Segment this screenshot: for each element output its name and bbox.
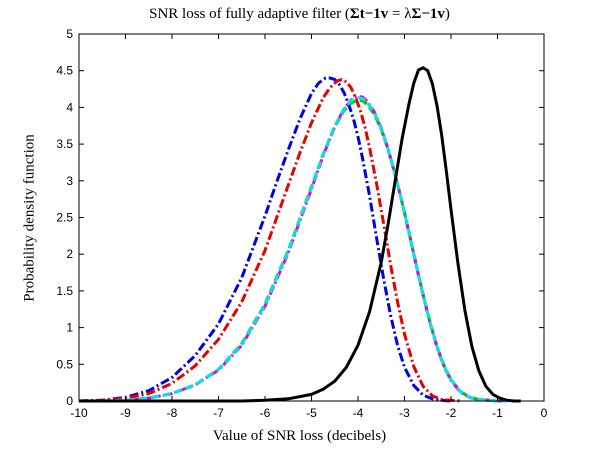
y-tick-label: 2.5 (56, 211, 73, 225)
x-tick-label: -10 (70, 406, 88, 420)
x-tick-label: -6 (260, 406, 271, 420)
series-line-7 (79, 66, 521, 403)
y-tick-label: 4 (66, 100, 73, 114)
chart-title: SNR loss of fully adaptive filter (Σt−1v… (0, 6, 599, 23)
x-tick-label: -1 (492, 406, 503, 420)
x-tick-label: -2 (446, 406, 457, 420)
y-tick-label: 0 (66, 394, 73, 408)
y-tick-label: 2 (66, 247, 73, 261)
y-tick-label: 3.5 (56, 137, 73, 151)
series-line-6 (79, 96, 507, 403)
x-tick-label: -3 (399, 406, 410, 420)
tick-layer: -10 -9 -8 -7 -6 -5 -4 -3 -2 -1 000.511.522.533.544… (56, 27, 547, 420)
series-line-2 (78, 78, 461, 403)
series-layer (78, 66, 521, 403)
title-math-sigma-t-inv-v: Σt−1v (349, 6, 389, 22)
x-axis-label: Value of SNR loss (decibels) (212, 428, 387, 444)
y-tick-label: 1 (66, 321, 73, 335)
y-tick-label: 4.5 (56, 64, 73, 78)
title-math-open: ( (344, 6, 350, 22)
x-tick-label: -7 (213, 406, 224, 420)
x-tick-label: -5 (306, 406, 317, 420)
chart-title-text: SNR loss of fully adaptive filter (149, 6, 345, 22)
x-tick-label: -9 (120, 406, 131, 420)
title-math-sigma-inv-v: Σ−1v (411, 6, 445, 22)
y-tick-label: 5 (66, 27, 73, 41)
series-line-5 (79, 94, 507, 403)
title-math-close: ) (444, 6, 450, 22)
x-tick-label: 0 (541, 406, 548, 420)
axes-box (78, 33, 545, 402)
x-tick-label: -4 (353, 406, 364, 420)
y-tick-label: 1.5 (56, 284, 73, 298)
y-tick-label: 0.5 (56, 357, 73, 371)
y-axis-label: Probability density function (21, 134, 38, 302)
x-tick-label: -8 (167, 406, 178, 420)
series-line-1 (78, 76, 452, 403)
y-tick-label: 3 (66, 174, 73, 188)
title-math-equals-lambda: = λ (388, 6, 412, 22)
